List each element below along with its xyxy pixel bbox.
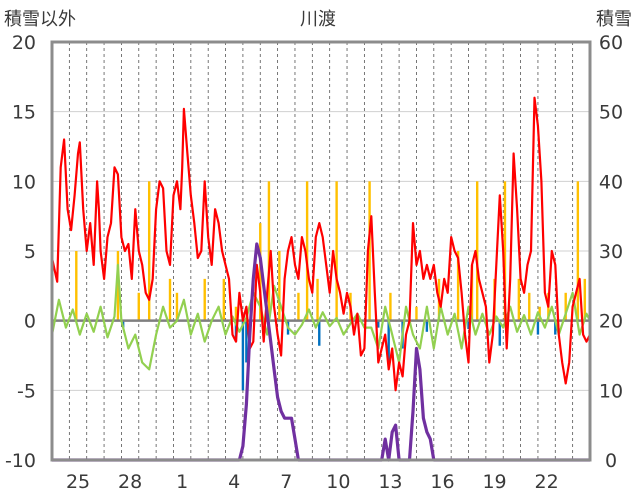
y-left-tick-label: 15	[12, 102, 36, 124]
x-tick-label: 10	[326, 471, 350, 493]
x-tick-label: 4	[228, 471, 240, 493]
precip_positive-bar	[297, 292, 300, 321]
y-left-tick-label: -10	[5, 450, 36, 472]
x-tick-label: 22	[535, 471, 559, 493]
chart-title: 川渡	[300, 9, 336, 30]
y-left-tick-label: 20	[12, 32, 36, 54]
precip_positive-bar	[234, 306, 238, 321]
precip_negative-bar	[387, 320, 390, 363]
left-axis-label: 積雪以外	[4, 9, 76, 30]
x-tick-label: 25	[66, 471, 90, 493]
precip_positive-bar	[137, 292, 140, 321]
precip_positive-bar	[75, 251, 78, 321]
precip_positive-bar	[278, 251, 281, 321]
precip_positive-bar	[147, 181, 151, 321]
y-right-tick-label: 60	[599, 32, 623, 54]
precip_positive-bar	[222, 278, 226, 321]
x-tick-label: 13	[378, 471, 402, 493]
y-right-tick-label: 50	[599, 102, 623, 124]
y-right-tick-label: 0	[605, 450, 617, 472]
precip_negative-bar	[536, 320, 540, 335]
precip_positive-bar	[267, 181, 271, 321]
precip_positive-bar	[175, 292, 179, 321]
temperature-line	[50, 96, 591, 392]
precip_negative-bar	[377, 320, 380, 328]
precip_positive-bar	[503, 181, 507, 321]
y-right-tick-label: 20	[599, 311, 623, 333]
axis-labels: -10 -5 0 5 10 15 20 0 10 20 30 40 50 60 25 28 1 4 7 10 13 16 1…	[5, 32, 623, 493]
precip_positive-bar	[564, 292, 567, 321]
precip_positive-bar	[168, 278, 172, 321]
precip_positive-bar	[456, 251, 460, 321]
snow_depth-line	[52, 242, 590, 462]
precip_negative-bar	[554, 320, 557, 335]
precip_positive-bar	[305, 181, 309, 321]
y-left-tick-label: 5	[24, 241, 36, 263]
plot-frame	[50, 40, 592, 462]
precip_positive-bar	[475, 181, 479, 321]
precip_negative-bar	[425, 320, 429, 332]
precip_positive-bar	[316, 278, 319, 321]
x-tick-label: 1	[176, 471, 188, 493]
right-axis-label: 積雪	[596, 9, 632, 30]
grid-lines	[52, 42, 590, 460]
y-left-tick-label: 0	[24, 311, 36, 333]
precip_positive-bar	[335, 181, 338, 321]
x-tick-label: 19	[482, 471, 506, 493]
precip_negative-bar	[241, 320, 245, 391]
precip_positive-bar	[368, 181, 371, 321]
precip_positive-bar	[203, 278, 206, 321]
precip_positive-bar	[259, 223, 262, 321]
frame-border	[50, 40, 592, 462]
y-left-tick-label: -5	[17, 380, 36, 402]
series-lines	[50, 96, 591, 462]
x-tick-label: 28	[118, 471, 142, 493]
x-tick-label: 7	[280, 471, 292, 493]
precip_positive-bar	[116, 251, 120, 321]
precip_positive-bar	[583, 278, 586, 321]
precip_negative-bar	[245, 320, 248, 363]
precip_negative-bar	[318, 320, 321, 346]
precip_positive-bar	[517, 278, 521, 321]
wind_or_other-line	[50, 263, 591, 371]
precip_negative-bar	[467, 320, 470, 330]
y-left-tick-label: 10	[12, 171, 36, 193]
precip_positive-bar	[528, 292, 531, 321]
precip_negative-bar	[498, 320, 501, 346]
x-tick-label: 16	[430, 471, 454, 493]
precip_positive-bar	[389, 292, 392, 321]
y-right-tick-label: 40	[599, 171, 623, 193]
precip_positive-bar	[415, 306, 418, 321]
precip_positive-bar	[576, 181, 580, 321]
y-right-tick-label: 10	[599, 380, 623, 402]
y-right-tick-label: 30	[599, 241, 623, 263]
